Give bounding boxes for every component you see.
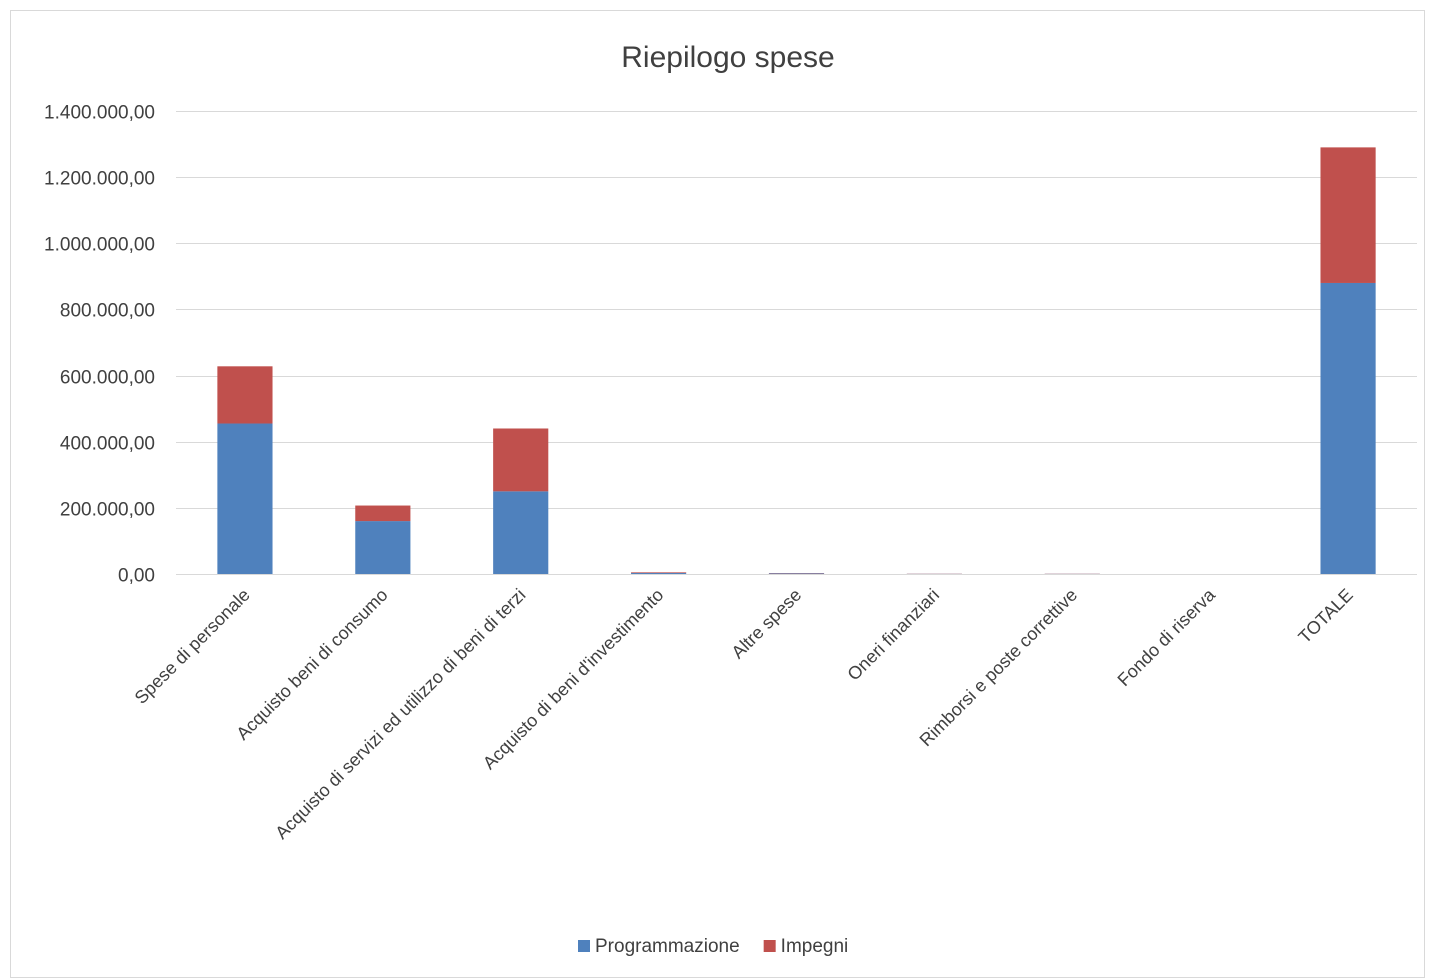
bar-programmazione: [493, 491, 549, 574]
y-axis-tick-labels: 0,00 200.000,00 400.000,00 600.000,00 800.00…: [44, 103, 155, 587]
y-tick-label: 1.400.000,00: [44, 103, 155, 124]
y-tick-label: 800.000,00: [60, 301, 155, 322]
bar-programmazione: [768, 573, 825, 574]
y-tick-label: 600.000,00: [60, 368, 155, 389]
bar-impegni: [493, 428, 549, 492]
legend-swatch-programmazione: [578, 940, 590, 952]
y-tick-label: 1.200.000,00: [44, 169, 155, 190]
bar-programmazione: [631, 573, 687, 574]
bar-programmazione: [217, 423, 273, 574]
legend-label-impegni: Impegni: [781, 936, 849, 957]
legend-swatch-impegni: [763, 940, 776, 952]
legend-label-programmazione: Programmazione: [595, 936, 740, 957]
y-tick-label: 1.000.000,00: [44, 235, 155, 256]
y-tick-label: 0,00: [118, 566, 155, 587]
bar-impegni: [1320, 147, 1376, 283]
chart-title: Riepilogo spese: [621, 41, 834, 74]
bar-impegni: [355, 505, 411, 522]
bars: [217, 147, 1376, 574]
bar-impegni: [631, 572, 687, 574]
legend: Programmazione Impegni: [578, 936, 848, 957]
y-tick-label: 400.000,00: [60, 434, 155, 455]
bar-programmazione: [1320, 282, 1376, 574]
bar-programmazione: [355, 521, 411, 574]
y-tick-label: 200.000,00: [60, 500, 155, 521]
bar-impegni: [217, 366, 273, 424]
